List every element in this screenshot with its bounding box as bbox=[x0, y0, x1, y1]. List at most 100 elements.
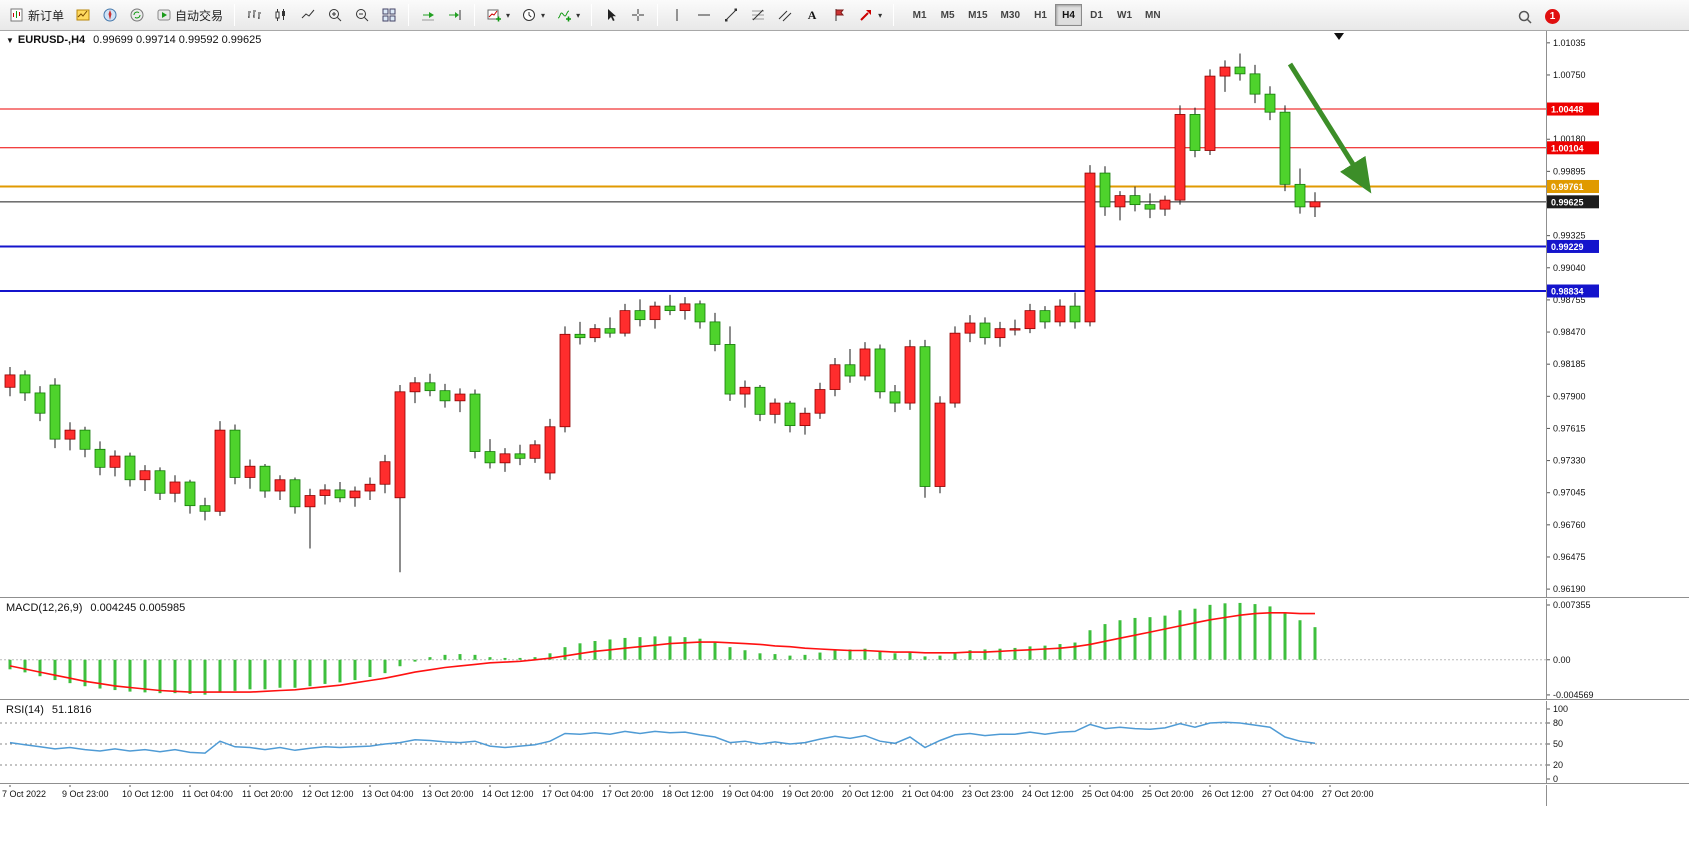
candlestick-chart-button[interactable] bbox=[268, 3, 294, 28]
macd-name: MACD(12,26,9) bbox=[6, 602, 83, 614]
candle-body bbox=[829, 364, 841, 390]
chevron-down-icon: ▾ bbox=[541, 10, 546, 20]
new-order-label: 新订单 bbox=[28, 8, 65, 23]
toolbar-separator bbox=[657, 4, 659, 26]
price-tick-label: 0.96475 bbox=[1553, 552, 1586, 562]
time-tick-label: 11 Oct 20:00 bbox=[242, 789, 293, 799]
timeframe-w1-button[interactable]: W1 bbox=[1111, 4, 1138, 26]
candle-body bbox=[1204, 75, 1216, 151]
candle-body bbox=[244, 465, 256, 478]
rsi-chart[interactable]: 100 80 50 20 0 bbox=[0, 701, 1689, 783]
candle-body bbox=[1009, 328, 1021, 331]
candle-body bbox=[1174, 114, 1186, 201]
fibonacci-button[interactable] bbox=[745, 3, 771, 28]
candle-body bbox=[229, 429, 241, 478]
timeframe-m15-button[interactable]: M15 bbox=[962, 4, 993, 26]
candle-body bbox=[679, 303, 691, 312]
candlestick-chart[interactable]: 1.010351.007501.004651.001800.998950.996… bbox=[0, 31, 1689, 597]
trendline-button[interactable] bbox=[718, 3, 744, 28]
bar-chart-button[interactable] bbox=[241, 3, 267, 28]
arrows-tool-button[interactable]: ▾ bbox=[853, 3, 887, 28]
timeframe-d1-button[interactable]: D1 bbox=[1083, 4, 1110, 26]
candle-body bbox=[844, 364, 856, 377]
candle-body bbox=[1294, 183, 1306, 208]
new-chart-icon bbox=[486, 7, 502, 23]
auto-scroll-button[interactable] bbox=[415, 3, 441, 28]
candle-body bbox=[814, 389, 826, 414]
line-chart-button[interactable] bbox=[295, 3, 321, 28]
fibonacci-icon bbox=[750, 7, 766, 23]
notification-badge[interactable]: 1 bbox=[1545, 9, 1560, 24]
zoom-in-button[interactable] bbox=[322, 3, 348, 28]
candle-body bbox=[439, 390, 451, 402]
main-chart-pane[interactable]: ▼ EURUSD-,H4 0.99699 0.99714 0.99592 0.996… bbox=[0, 31, 1689, 597]
indicators-button[interactable]: ▾ bbox=[551, 3, 585, 28]
timeframe-mn-button[interactable]: MN bbox=[1139, 4, 1167, 26]
chart-ohlc-quote: 0.99699 0.99714 0.99592 0.99625 bbox=[93, 34, 262, 46]
candle-body bbox=[64, 429, 76, 440]
candle-body bbox=[859, 348, 871, 377]
search-button[interactable] bbox=[1512, 4, 1538, 29]
candle-body bbox=[544, 426, 556, 474]
cursor-button[interactable] bbox=[598, 3, 624, 28]
price-badge bbox=[1547, 195, 1599, 209]
macd-pane[interactable]: MACD(12,26,9) 0.004245 0.005985 0.007355 0… bbox=[0, 599, 1689, 699]
trend-arrow-annotation[interactable] bbox=[1287, 62, 1372, 194]
timeframe-h4-button[interactable]: H4 bbox=[1055, 4, 1082, 26]
price-tick-label: 1.00180 bbox=[1553, 134, 1586, 144]
toolbar-right-group: 1 bbox=[1512, 4, 1560, 29]
candle-body bbox=[124, 455, 136, 481]
macd-chart[interactable]: 0.007355 0.00 -0.004569 bbox=[0, 599, 1689, 699]
auto-trading-button[interactable]: 自动交易 bbox=[151, 3, 228, 28]
price-badge-label: 0.99625 bbox=[1551, 197, 1584, 207]
market-watch-button[interactable] bbox=[70, 3, 96, 28]
period-button[interactable]: ▾ bbox=[516, 3, 550, 28]
chart-shift-button[interactable] bbox=[442, 3, 468, 28]
navigator-button[interactable] bbox=[97, 3, 123, 28]
timeframe-h1-button[interactable]: H1 bbox=[1027, 4, 1054, 26]
candle-body bbox=[784, 402, 796, 427]
pane-splitter[interactable] bbox=[0, 597, 1689, 599]
timeframe-m5-button[interactable]: M5 bbox=[934, 4, 961, 26]
terminal-icon bbox=[129, 7, 145, 23]
horizontal-line-button[interactable] bbox=[691, 3, 717, 28]
candle-body bbox=[289, 479, 301, 508]
crosshair-icon bbox=[630, 7, 646, 23]
new-order-button[interactable]: 新订单 bbox=[4, 3, 69, 28]
toolbar-separator bbox=[591, 4, 593, 26]
crosshair-button[interactable] bbox=[625, 3, 651, 28]
time-tick-label: 17 Oct 20:00 bbox=[602, 789, 654, 799]
new-chart-button[interactable]: ▾ bbox=[481, 3, 515, 28]
candle-body bbox=[214, 429, 226, 512]
pane-splitter[interactable] bbox=[0, 783, 1689, 785]
rsi-name: RSI(14) bbox=[6, 704, 44, 716]
text-label-button[interactable] bbox=[826, 3, 852, 28]
new-order-icon bbox=[9, 7, 25, 23]
tile-windows-button[interactable] bbox=[376, 3, 402, 28]
rsi-pane[interactable]: RSI(14) 51.1816 100 80 50 20 0 bbox=[0, 701, 1689, 783]
time-tick-label: 18 Oct 12:00 bbox=[662, 789, 714, 799]
timeframe-m30-button[interactable]: M30 bbox=[995, 4, 1026, 26]
vertical-line-button[interactable] bbox=[664, 3, 690, 28]
price-badge-label: 0.99761 bbox=[1551, 182, 1584, 192]
equidistant-channel-button[interactable] bbox=[772, 3, 798, 28]
macd-label: MACD(12,26,9) 0.004245 0.005985 bbox=[6, 602, 185, 614]
candle-body bbox=[1039, 310, 1051, 323]
candle-body bbox=[754, 386, 766, 415]
terminal-button[interactable] bbox=[124, 3, 150, 28]
text-tool-button[interactable]: A bbox=[799, 3, 825, 28]
toolbar-separator bbox=[893, 4, 895, 26]
candle-body bbox=[469, 393, 481, 452]
candle-body bbox=[1114, 195, 1126, 208]
pane-splitter[interactable] bbox=[0, 699, 1689, 701]
time-axis[interactable]: 7 Oct 2022 9 Oct 23:00 10 Oct 12:00 11 Oct … bbox=[0, 784, 1689, 806]
timeframe-m1-button[interactable]: M1 bbox=[906, 4, 933, 26]
time-tick-label: 25 Oct 04:00 bbox=[1082, 789, 1134, 799]
candle-body bbox=[1069, 305, 1081, 323]
scroll-end-marker[interactable] bbox=[1334, 33, 1344, 40]
price-badge bbox=[1547, 102, 1599, 116]
candle-body bbox=[334, 489, 346, 499]
zoom-out-button[interactable] bbox=[349, 3, 375, 28]
macd-signal-line bbox=[9, 612, 1315, 693]
chart-menu-icon[interactable]: ▼ bbox=[6, 36, 14, 45]
